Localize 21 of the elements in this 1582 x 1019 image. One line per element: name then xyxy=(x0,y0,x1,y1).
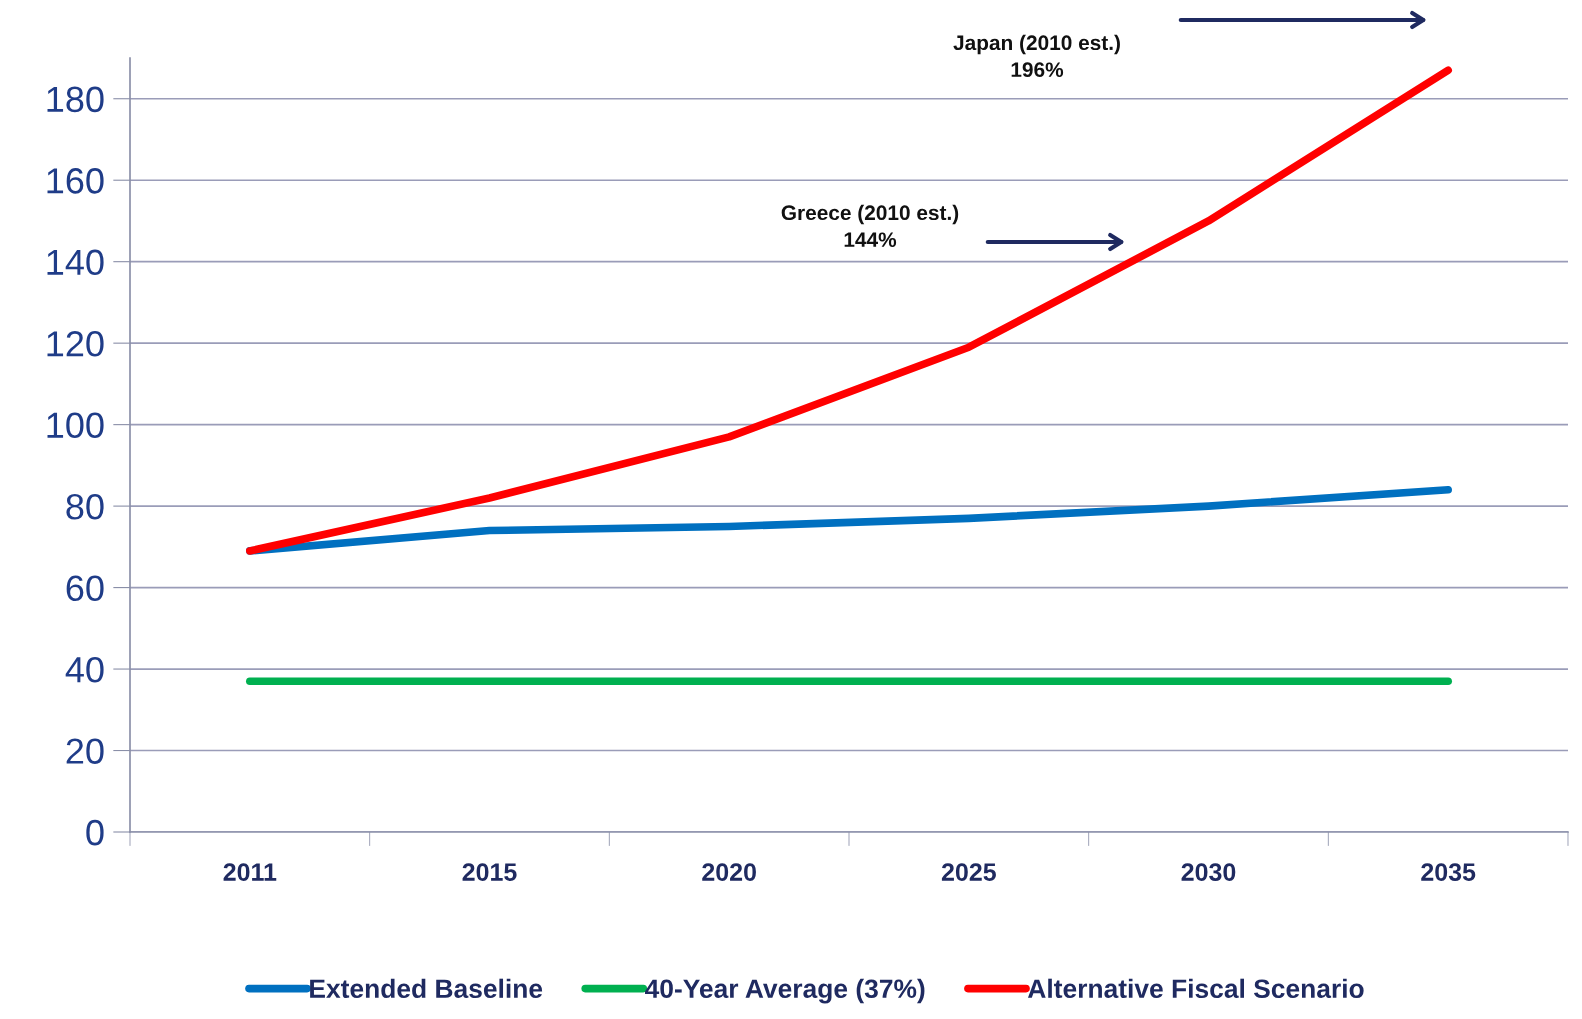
y-tick-label: 140 xyxy=(47,249,104,276)
x-tick-label: 2035 xyxy=(1421,863,1476,881)
x-tick-label: 2030 xyxy=(1181,863,1236,881)
x-tick-label: 2011 xyxy=(223,863,277,881)
y-tick-label: 80 xyxy=(66,493,104,520)
legend-label: Extended Baseline xyxy=(310,978,543,999)
x-tick-label: 2025 xyxy=(941,863,996,881)
y-tick-label: 60 xyxy=(66,575,104,602)
y-tick-label: 20 xyxy=(66,738,104,764)
annotation: Greece (2010 est.) 144% xyxy=(781,204,959,248)
y-tick-label: 160 xyxy=(47,168,104,194)
y-tick-label: 180 xyxy=(47,86,104,113)
x-tick-label: 2020 xyxy=(702,863,756,881)
y-tick-label: 40 xyxy=(65,656,104,683)
y-tick-label: 100 xyxy=(47,412,104,439)
legend-label: Alternative Fiscal Scenario xyxy=(1027,978,1364,999)
y-tick-label: 0 xyxy=(86,819,104,846)
x-tick-label: 2015 xyxy=(462,863,517,881)
annotation: Japan (2010 est.) 196% xyxy=(953,34,1120,78)
legend-label: 40-Year Average (37%) xyxy=(645,978,925,1004)
y-tick-label: 120 xyxy=(47,331,104,357)
